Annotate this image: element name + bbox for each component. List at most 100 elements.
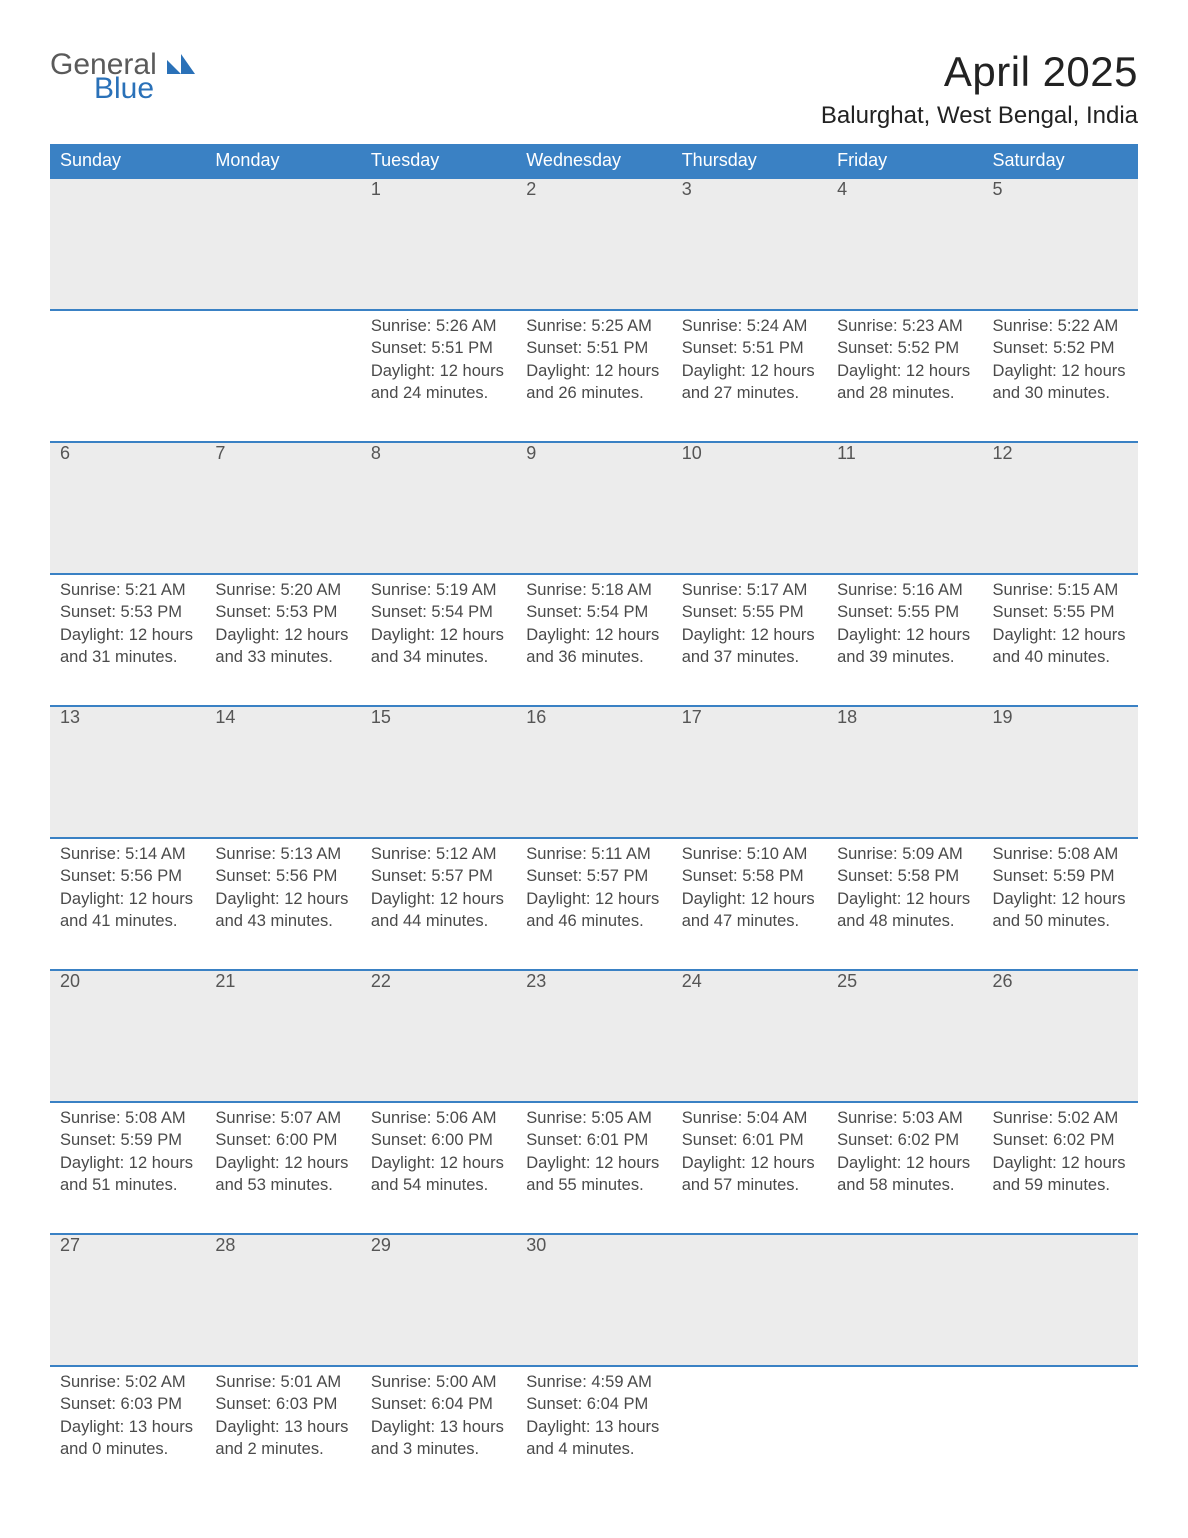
day-detail-cell: Sunrise: 5:00 AMSunset: 6:04 PMDaylight:… (361, 1366, 516, 1498)
day-number: 4 (837, 179, 847, 199)
day-number-cell: 13 (50, 706, 205, 838)
day-detail-text: Sunrise: 5:19 AMSunset: 5:54 PMDaylight:… (371, 575, 506, 668)
day-number-cell: 14 (205, 706, 360, 838)
day-detail-text: Sunrise: 5:09 AMSunset: 5:58 PMDaylight:… (837, 839, 972, 932)
day-detail-cell: Sunrise: 5:18 AMSunset: 5:54 PMDaylight:… (516, 574, 671, 706)
day-number-cell: 28 (205, 1234, 360, 1366)
day-detail-text: Sunrise: 5:26 AMSunset: 5:51 PMDaylight:… (371, 311, 506, 404)
day-detail-cell: Sunrise: 5:10 AMSunset: 5:58 PMDaylight:… (672, 838, 827, 970)
day-detail-cell: Sunrise: 5:01 AMSunset: 6:03 PMDaylight:… (205, 1366, 360, 1498)
day-detail-text: Sunrise: 5:12 AMSunset: 5:57 PMDaylight:… (371, 839, 506, 932)
empty-cell (672, 1234, 827, 1366)
day-number: 19 (993, 707, 1013, 727)
day-detail-row: Sunrise: 5:02 AMSunset: 6:03 PMDaylight:… (50, 1366, 1138, 1498)
day-detail-cell: Sunrise: 5:13 AMSunset: 5:56 PMDaylight:… (205, 838, 360, 970)
day-detail-cell: Sunrise: 5:02 AMSunset: 6:03 PMDaylight:… (50, 1366, 205, 1498)
day-detail-cell: Sunrise: 5:19 AMSunset: 5:54 PMDaylight:… (361, 574, 516, 706)
day-detail-row: Sunrise: 5:14 AMSunset: 5:56 PMDaylight:… (50, 838, 1138, 970)
day-number: 8 (371, 443, 381, 463)
month-title: April 2025 (821, 48, 1138, 96)
day-number: 3 (682, 179, 692, 199)
calendar-header-row: SundayMondayTuesdayWednesdayThursdayFrid… (50, 144, 1138, 178)
day-number-cell: 26 (983, 970, 1138, 1102)
weekday-header: Sunday (50, 144, 205, 178)
day-detail-cell: Sunrise: 5:02 AMSunset: 6:02 PMDaylight:… (983, 1102, 1138, 1234)
day-number-cell: 22 (361, 970, 516, 1102)
day-number: 28 (215, 1235, 235, 1255)
day-number-cell: 29 (361, 1234, 516, 1366)
day-number-cell: 10 (672, 442, 827, 574)
day-number-cell: 19 (983, 706, 1138, 838)
brand-logo: General Blue (50, 48, 195, 104)
day-detail-cell: Sunrise: 5:20 AMSunset: 5:53 PMDaylight:… (205, 574, 360, 706)
day-detail-text: Sunrise: 5:07 AMSunset: 6:00 PMDaylight:… (215, 1103, 350, 1196)
day-detail-row: Sunrise: 5:26 AMSunset: 5:51 PMDaylight:… (50, 310, 1138, 442)
day-number: 21 (215, 971, 235, 991)
day-detail-cell: Sunrise: 5:05 AMSunset: 6:01 PMDaylight:… (516, 1102, 671, 1234)
day-detail-cell: Sunrise: 5:24 AMSunset: 5:51 PMDaylight:… (672, 310, 827, 442)
day-detail-text: Sunrise: 5:01 AMSunset: 6:03 PMDaylight:… (215, 1367, 350, 1460)
day-number-row: 20212223242526 (50, 970, 1138, 1102)
day-detail-text: Sunrise: 5:14 AMSunset: 5:56 PMDaylight:… (60, 839, 195, 932)
empty-cell (983, 1234, 1138, 1366)
weekday-header: Monday (205, 144, 360, 178)
day-number-row: 13141516171819 (50, 706, 1138, 838)
day-detail-text: Sunrise: 5:20 AMSunset: 5:53 PMDaylight:… (215, 575, 350, 668)
day-detail-cell: Sunrise: 5:12 AMSunset: 5:57 PMDaylight:… (361, 838, 516, 970)
empty-cell (50, 178, 205, 310)
day-detail-cell: Sunrise: 5:25 AMSunset: 5:51 PMDaylight:… (516, 310, 671, 442)
day-detail-cell: Sunrise: 5:08 AMSunset: 5:59 PMDaylight:… (983, 838, 1138, 970)
day-number-cell: 6 (50, 442, 205, 574)
day-detail-cell: Sunrise: 4:59 AMSunset: 6:04 PMDaylight:… (516, 1366, 671, 1498)
calendar-body: 12345Sunrise: 5:26 AMSunset: 5:51 PMDayl… (50, 178, 1138, 1498)
day-detail-text: Sunrise: 5:05 AMSunset: 6:01 PMDaylight:… (526, 1103, 661, 1196)
header-bar: General Blue April 2025 Balurghat, West … (50, 48, 1138, 130)
day-detail-row: Sunrise: 5:08 AMSunset: 5:59 PMDaylight:… (50, 1102, 1138, 1234)
day-number-cell: 21 (205, 970, 360, 1102)
day-number: 5 (993, 179, 1003, 199)
day-detail-text: Sunrise: 4:59 AMSunset: 6:04 PMDaylight:… (526, 1367, 661, 1460)
day-number: 11 (837, 443, 856, 463)
day-number-row: 27282930 (50, 1234, 1138, 1366)
day-number-cell: 12 (983, 442, 1138, 574)
empty-cell (827, 1234, 982, 1366)
day-detail-cell: Sunrise: 5:15 AMSunset: 5:55 PMDaylight:… (983, 574, 1138, 706)
day-detail-text: Sunrise: 5:00 AMSunset: 6:04 PMDaylight:… (371, 1367, 506, 1460)
day-number-cell: 5 (983, 178, 1138, 310)
day-detail-cell: Sunrise: 5:09 AMSunset: 5:58 PMDaylight:… (827, 838, 982, 970)
day-number-cell: 30 (516, 1234, 671, 1366)
weekday-header: Friday (827, 144, 982, 178)
empty-cell (672, 1366, 827, 1498)
day-detail-cell: Sunrise: 5:08 AMSunset: 5:59 PMDaylight:… (50, 1102, 205, 1234)
day-number: 14 (215, 707, 235, 727)
empty-cell (205, 310, 360, 442)
day-number: 29 (371, 1235, 391, 1255)
day-number: 12 (993, 443, 1013, 463)
day-number: 1 (371, 179, 381, 199)
day-detail-cell: Sunrise: 5:22 AMSunset: 5:52 PMDaylight:… (983, 310, 1138, 442)
location-subtitle: Balurghat, West Bengal, India (821, 102, 1138, 130)
weekday-header: Thursday (672, 144, 827, 178)
day-number-cell: 25 (827, 970, 982, 1102)
day-detail-cell: Sunrise: 5:11 AMSunset: 5:57 PMDaylight:… (516, 838, 671, 970)
day-detail-text: Sunrise: 5:06 AMSunset: 6:00 PMDaylight:… (371, 1103, 506, 1196)
day-number-row: 6789101112 (50, 442, 1138, 574)
empty-cell (205, 178, 360, 310)
day-detail-cell: Sunrise: 5:21 AMSunset: 5:53 PMDaylight:… (50, 574, 205, 706)
day-detail-cell: Sunrise: 5:16 AMSunset: 5:55 PMDaylight:… (827, 574, 982, 706)
day-detail-text: Sunrise: 5:02 AMSunset: 6:02 PMDaylight:… (993, 1103, 1128, 1196)
day-number: 22 (371, 971, 391, 991)
day-detail-text: Sunrise: 5:17 AMSunset: 5:55 PMDaylight:… (682, 575, 817, 668)
day-number: 2 (526, 179, 536, 199)
day-number-cell: 3 (672, 178, 827, 310)
day-detail-text: Sunrise: 5:25 AMSunset: 5:51 PMDaylight:… (526, 311, 661, 404)
day-number-cell: 16 (516, 706, 671, 838)
day-detail-text: Sunrise: 5:18 AMSunset: 5:54 PMDaylight:… (526, 575, 661, 668)
calendar-page: General Blue April 2025 Balurghat, West … (0, 0, 1188, 1538)
day-number-cell: 9 (516, 442, 671, 574)
day-detail-text: Sunrise: 5:23 AMSunset: 5:52 PMDaylight:… (837, 311, 972, 404)
day-number: 25 (837, 971, 857, 991)
day-number: 23 (526, 971, 546, 991)
day-number-cell: 15 (361, 706, 516, 838)
day-detail-cell: Sunrise: 5:07 AMSunset: 6:00 PMDaylight:… (205, 1102, 360, 1234)
